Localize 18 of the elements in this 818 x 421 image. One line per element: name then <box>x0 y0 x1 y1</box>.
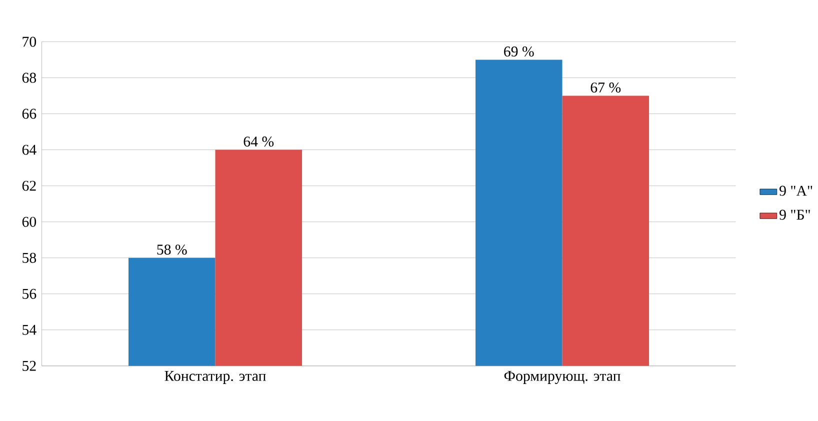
y-tick-label: 52 <box>22 361 36 372</box>
data-label: 67 % <box>590 82 621 93</box>
y-tick-label: 64 <box>22 145 36 155</box>
y-tick-label: 54 <box>22 325 36 336</box>
x-tick-label: Констатир. этап <box>164 371 266 384</box>
y-tick-label: 62 <box>22 181 36 192</box>
data-label: 64 % <box>244 136 274 147</box>
legend-label: 9 "Б" <box>780 210 810 220</box>
data-label: 69 % <box>504 46 534 57</box>
y-tick-label: 56 <box>22 289 36 300</box>
y-tick-label: 66 <box>22 109 36 119</box>
y-tick-label: 68 <box>22 72 36 83</box>
y-tick-label: 60 <box>22 217 36 228</box>
y-tick-label: 58 <box>22 253 36 264</box>
x-tick-label: Формирующ. этап <box>504 371 620 384</box>
data-label: 58 % <box>157 244 187 255</box>
legend-label: 9 "А" <box>780 186 812 196</box>
y-tick-label: 70 <box>22 36 36 47</box>
